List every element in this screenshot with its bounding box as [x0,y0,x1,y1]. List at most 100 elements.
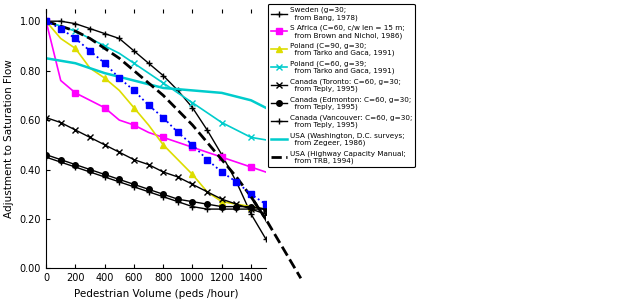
USA (Washington, D.C. surveys;
  from Zegeer, 1986) [188,88,196,92]
S Africa (C=60, c/w len = 15 m;
  from Brown and Nichol, 1986) [130,123,138,127]
S Africa (C=60, c/w len = 15 m;
  from Brown and Nichol, 1986) [188,145,196,149]
Canada (Edmonton: C=60, g=30;
  from Teply, 1995): (400, 0.38): C=60, g=30; from Teply, 1995): (400, 0.3… [101,173,108,176]
Poland (C=60, g=39;
  from Tarko and Gaca, 1991) [203,111,211,115]
Poland (C=90, g=30;
  from Tarko and Gaca, 1991) [232,202,240,206]
S Africa (C=60, c/w len = 15 m;
  from Brown and Nichol, 1986) [115,118,123,122]
Poland (C=90, g=30;
  from Tarko and Gaca, 1991) [86,66,94,70]
Canada (Vancouver: C=60, g=30;
  from Teply, 1995): (500, 0.35): C=60, g=30; from Teply, 1995): (500, 0.3… [115,180,123,184]
Sweden (g=30;
  from Bang, 1978) [218,153,226,157]
Poland (C=90, g=30;
  from Tarko and Gaca, 1991) [57,37,64,40]
Sweden (g=30;
  from Bang, 1978) [262,237,270,241]
Canada (Toronto: C=60, g=30;
  from Teply, 1995): (1.4e+03, 0.24): C=60, g=30; from Teply, 1995): (1.4e+03,… [247,207,255,211]
Canada (Vancouver: C=60, g=30;
  from Teply, 1995): (1.5e+03, 0.24): C=60, g=30; from Teply, 1995): (1.5e+03,… [262,207,270,211]
Canada (Vancouver: C=60, g=30;
  from Teply, 1995): (200, 0.41): C=60, g=30; from Teply, 1995): (200, 0.4… [72,165,79,169]
USA (Highway Capacity Manual;
  from TRB, 1994) [203,141,211,144]
USA (Washington, D.C. surveys;
  from Zegeer, 1986) [130,79,138,82]
Poland (C=90, g=30;
  from Tarko and Gaca, 1991) [145,123,153,127]
S Africa (C=60, c/w len = 15 m;
  from Brown and Nichol, 1986) [72,91,79,95]
USA (Highway Capacity Manual;
  from TRB, 1994) [159,94,167,97]
Canada (Edmonton: C=60, g=30;
  from Teply, 1995): (1.4e+03, 0.25): C=60, g=30; from Teply, 1995): (1.4e+03,… [247,205,255,208]
Canada (Vancouver: C=60, g=30;
  from Teply, 1995): (0, 0.45): C=60, g=30; from Teply, 1995): (0, 0.45) [42,155,50,159]
Canada (Edmonton: C=60, g=30;
  from Teply, 1995): (1e+03, 0.27): C=60, g=30; from Teply, 1995): (1e+03, 0… [188,200,196,204]
USA (Highway Capacity Manual;
  from TRB, 1994) [115,56,123,60]
Sweden (g=30;
  from Bang, 1978) [159,74,167,77]
Sweden (g=30;
  from Bang, 1978) [174,88,182,92]
Poland (C=90, g=30;
  from Tarko and Gaca, 1991) [72,47,79,50]
Canada (Toronto: C=60, g=30;
  from Teply, 1995): (900, 0.37): C=60, g=30; from Teply, 1995): (900, 0.3… [174,175,182,179]
Sweden (g=30;
  from Bang, 1978) [247,212,255,216]
USA (Highway Capacity Manual;
  from TRB, 1994) [42,19,50,23]
Canada (Edmonton: C=60, g=30;
  from Teply, 1995): (0, 0.46): C=60, g=30; from Teply, 1995): (0, 0.46) [42,153,50,157]
Canada (Edmonton: C=60, g=30;
  from Teply, 1995): (200, 0.42): C=60, g=30; from Teply, 1995): (200, 0.4… [72,163,79,166]
Canada (Vancouver: C=60, g=30;
  from Teply, 1995): (1.4e+03, 0.24): C=60, g=30; from Teply, 1995): (1.4e+03,… [247,207,255,211]
Poland (C=90, g=30;
  from Tarko and Gaca, 1991) [130,106,138,110]
Canada (Toronto: C=60, g=30;
  from Teply, 1995): (1.1e+03, 0.31): C=60, g=30; from Teply, 1995): (1.1e+03,… [203,190,211,194]
Canada (Toronto: C=60, g=30;
  from Teply, 1995): (400, 0.5): C=60, g=30; from Teply, 1995): (400, 0.5… [101,143,108,147]
USA (Highway Capacity Manual;
  from TRB, 1994) [232,175,240,179]
Canada (Vancouver: C=60, g=30;
  from Teply, 1995): (1.2e+03, 0.24): C=60, g=30; from Teply, 1995): (1.2e+03,… [218,207,226,211]
Sweden (g=30;
  from Bang, 1978) [232,180,240,184]
Poland (C=90, g=30;
  from Tarko and Gaca, 1991) [115,88,123,92]
Canada (Vancouver: C=60, g=30;
  from Teply, 1995): (300, 0.39): C=60, g=30; from Teply, 1995): (300, 0.3… [86,170,94,174]
Line: Canada (Toronto: C=60, g=30;
  from Teply, 1995): Canada (Toronto: C=60, g=30; from Teply,… [43,114,269,218]
USA (Highway Capacity Manual;
  from TRB, 1994) [86,37,94,40]
Canada (Vancouver: C=60, g=30;
  from Teply, 1995): (1.1e+03, 0.24): C=60, g=30; from Teply, 1995): (1.1e+03,… [203,207,211,211]
Canada (Toronto: C=60, g=30;
  from Teply, 1995): (1e+03, 0.34): C=60, g=30; from Teply, 1995): (1e+03, 0… [188,182,196,186]
USA (Highway Capacity Manual;
  from TRB, 1994) [188,123,196,127]
USA (Highway Capacity Manual;
  from TRB, 1994) [262,217,270,221]
Sweden (g=30;
  from Bang, 1978) [101,32,108,35]
Y-axis label: Adjustment to Saturation Flow: Adjustment to Saturation Flow [4,59,14,218]
Poland (C=60, g=39;
  from Tarko and Gaca, 1991) [101,44,108,48]
Canada (Edmonton: C=60, g=30;
  from Teply, 1995): (1.5e+03, 0.24): C=60, g=30; from Teply, 1995): (1.5e+03,… [262,207,270,211]
S Africa (C=60, c/w len = 15 m;
  from Brown and Nichol, 1986) [262,170,270,174]
Canada (Vancouver: C=60, g=30;
  from Teply, 1995): (900, 0.27): C=60, g=30; from Teply, 1995): (900, 0.2… [174,200,182,204]
Canada (Vancouver: C=60, g=30;
  from Teply, 1995): (400, 0.37): C=60, g=30; from Teply, 1995): (400, 0.3… [101,175,108,179]
Canada (Edmonton: C=60, g=30;
  from Teply, 1995): (300, 0.4): C=60, g=30; from Teply, 1995): (300, 0.4… [86,168,94,171]
Poland (C=60, g=39;
  from Tarko and Gaca, 1991) [57,24,64,28]
S Africa (C=60, c/w len = 15 m;
  from Brown and Nichol, 1986) [203,150,211,154]
Canada (Edmonton: C=60, g=30;
  from Teply, 1995): (500, 0.36): C=60, g=30; from Teply, 1995): (500, 0.3… [115,178,123,181]
USA (Highway Capacity Manual;
  from TRB, 1994) [277,244,284,248]
Canada (Toronto: C=60, g=30;
  from Teply, 1995): (300, 0.53): C=60, g=30; from Teply, 1995): (300, 0.5… [86,135,94,139]
Poland (C=60, g=39;
  from Tarko and Gaca, 1991) [115,52,123,55]
Canada (Vancouver: C=60, g=30;
  from Teply, 1995): (100, 0.43): C=60, g=30; from Teply, 1995): (100, 0.4… [57,160,64,164]
Canada (Edmonton: C=60, g=30;
  from Teply, 1995): (900, 0.28): C=60, g=30; from Teply, 1995): (900, 0.2… [174,197,182,201]
Canada (Toronto: C=60, g=30;
  from Teply, 1995): (100, 0.59): C=60, g=30; from Teply, 1995): (100, 0.5… [57,121,64,124]
Sweden (g=30;
  from Bang, 1978) [145,62,153,65]
Canada (Edmonton: C=60, g=30;
  from Teply, 1995): (1.3e+03, 0.25): C=60, g=30; from Teply, 1995): (1.3e+03,… [232,205,240,208]
Line: Sweden (g=30;
  from Bang, 1978): Sweden (g=30; from Bang, 1978) [43,18,269,242]
Canada (Toronto: C=60, g=30;
  from Teply, 1995): (200, 0.56): C=60, g=30; from Teply, 1995): (200, 0.5… [72,128,79,132]
Canada (Vancouver: C=60, g=30;
  from Teply, 1995): (800, 0.29): C=60, g=30; from Teply, 1995): (800, 0.2… [159,195,167,198]
Poland (C=90, g=30;
  from Tarko and Gaca, 1991) [174,158,182,161]
USA (Highway Capacity Manual;
  from TRB, 1994) [130,69,138,72]
Canada (Vancouver: C=60, g=30;
  from Teply, 1995): (700, 0.31): C=60, g=30; from Teply, 1995): (700, 0.3… [145,190,153,194]
Poland (C=60, g=39;
  from Tarko and Gaca, 1991) [145,71,153,75]
Canada (Toronto: C=60, g=30;
  from Teply, 1995): (1.5e+03, 0.22): C=60, g=30; from Teply, 1995): (1.5e+03,… [262,212,270,216]
USA (Highway Capacity Manual;
  from TRB, 1994) [72,29,79,33]
Canada (Toronto: C=60, g=30;
  from Teply, 1995): (800, 0.39): C=60, g=30; from Teply, 1995): (800, 0.3… [159,170,167,174]
X-axis label: Pedestrian Volume (peds /hour): Pedestrian Volume (peds /hour) [74,289,238,299]
Poland (C=90, g=30;
  from Tarko and Gaca, 1991) [101,76,108,80]
Line: USA (Washington, D.C. surveys;
  from Zegeer, 1986): USA (Washington, D.C. surveys; from Zege… [46,58,266,108]
USA (Highway Capacity Manual;
  from TRB, 1994) [174,108,182,112]
Poland (C=60, g=39;
  from Tarko and Gaca, 1991) [130,62,138,65]
Line: Poland (C=90, g=30;
  from Tarko and Gaca, 1991): Poland (C=90, g=30; from Tarko and Gaca,… [43,18,269,213]
Canada (Vancouver: C=60, g=30;
  from Teply, 1995): (1e+03, 0.25): C=60, g=30; from Teply, 1995): (1e+03, 0… [188,205,196,208]
Sweden (g=30;
  from Bang, 1978) [130,49,138,53]
Sweden (g=30;
  from Bang, 1978) [115,37,123,40]
Canada (Vancouver: C=60, g=30;
  from Teply, 1995): (600, 0.33): C=60, g=30; from Teply, 1995): (600, 0.3… [130,185,138,189]
USA (Washington, D.C. surveys;
  from Zegeer, 1986) [42,56,50,60]
Canada (Edmonton: C=60, g=30;
  from Teply, 1995): (1.1e+03, 0.26): C=60, g=30; from Teply, 1995): (1.1e+03,… [203,202,211,206]
USA (Washington, D.C. surveys;
  from Zegeer, 1986) [72,62,79,65]
Poland (C=90, g=30;
  from Tarko and Gaca, 1991) [159,143,167,147]
Poland (C=90, g=30;
  from Tarko and Gaca, 1991) [218,200,226,204]
Legend: Sweden (g=30;
  from Bang, 1978), S Africa (C=60, c/w len = 15 m;
  from Brown a: Sweden (g=30; from Bang, 1978), S Africa… [268,4,415,167]
USA (Washington, D.C. surveys;
  from Zegeer, 1986) [262,106,270,110]
S Africa (C=60, c/w len = 15 m;
  from Brown and Nichol, 1986) [247,165,255,169]
Line: S Africa (C=60, c/w len = 15 m;
  from Brown and Nichol, 1986): S Africa (C=60, c/w len = 15 m; from Bro… [43,18,269,175]
Canada (Edmonton: C=60, g=30;
  from Teply, 1995): (600, 0.34): C=60, g=30; from Teply, 1995): (600, 0.3… [130,182,138,186]
Line: Canada (Edmonton: C=60, g=30;
  from Teply, 1995): Canada (Edmonton: C=60, g=30; from Teply… [43,152,268,212]
Poland (C=60, g=39;
  from Tarko and Gaca, 1991) [262,138,270,142]
Canada (Edmonton: C=60, g=30;
  from Teply, 1995): (800, 0.3): C=60, g=30; from Teply, 1995): (800, 0.3… [159,192,167,196]
Line: USA (Highway Capacity Manual;
  from TRB, 1994): USA (Highway Capacity Manual; from TRB, … [46,21,280,246]
